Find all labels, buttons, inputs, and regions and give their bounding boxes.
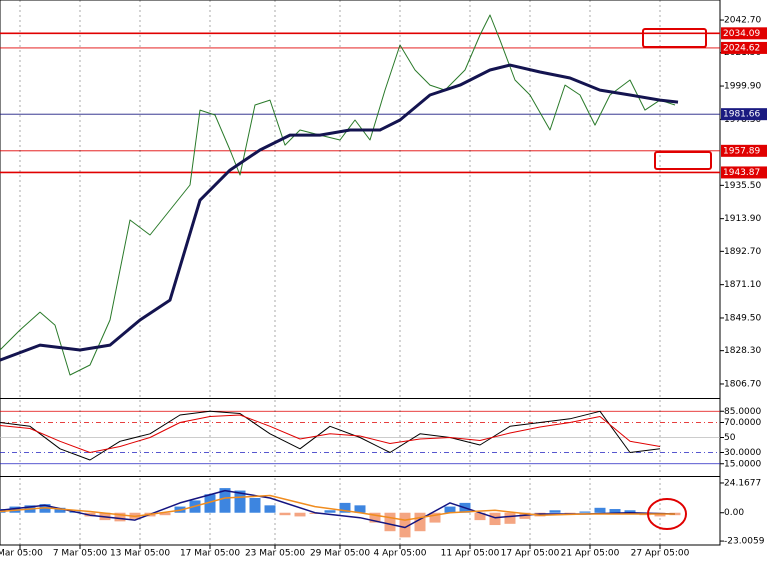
histogram-bar [384, 512, 396, 532]
histogram-bar [474, 512, 486, 521]
series-line [0, 410, 661, 461]
histogram-bar [114, 512, 126, 522]
price-label-bg [721, 166, 767, 179]
histogram-bar [504, 512, 516, 524]
histogram-bar [54, 507, 66, 513]
x-tick-label: 21 Apr 05:00 [561, 549, 620, 559]
x-tick-label: 13 Mar 05:00 [110, 549, 170, 559]
x-tick-label: 27 Apr 05:00 [631, 549, 690, 559]
price-label: 1957.89 [723, 146, 760, 156]
histogram-bar [159, 512, 171, 516]
histogram-bar [594, 507, 606, 513]
y-tick-label: 15.0000 [724, 459, 761, 469]
y-tick-label: 70.0000 [724, 418, 761, 428]
histogram-bar [339, 502, 351, 513]
price-label: 2024.62 [723, 43, 760, 53]
price-label: 1943.87 [723, 168, 760, 178]
price-label-bg [721, 41, 767, 54]
histogram-bar [624, 510, 636, 513]
histogram-bar [294, 512, 306, 517]
y-tick-label: 2042.70 [724, 16, 761, 26]
x-tick-label: 29 Mar 05:00 [310, 549, 370, 559]
histogram-bar [489, 512, 501, 526]
y-tick-label: 85.0000 [724, 407, 761, 417]
histogram-bar [399, 512, 411, 538]
x-tick-label: 17 Mar 05:00 [180, 549, 240, 559]
y-tick-label: 1892.70 [724, 247, 761, 257]
y-tick-label: -23.0059 [724, 537, 765, 547]
histogram-bar [414, 512, 426, 532]
y-tick-label: 1913.90 [724, 214, 761, 224]
x-tick-label: 17 Apr 05:00 [501, 549, 560, 559]
histogram-bar [549, 510, 561, 513]
histogram-bar [279, 512, 291, 516]
histogram-bar [369, 512, 381, 523]
series-line [0, 494, 675, 521]
y-tick-label: 1935.50 [724, 181, 761, 191]
y-tick-label: 1849.50 [724, 313, 761, 323]
x-tick-label: 4 Apr 05:00 [374, 549, 427, 559]
y-tick-label: 1806.70 [724, 379, 761, 389]
series-line [0, 63, 679, 362]
histogram-bar [444, 506, 456, 513]
histogram-bar [429, 512, 441, 523]
y-tick-label: 24.1677 [724, 478, 761, 488]
annotation-circle [647, 498, 687, 530]
y-tick-label: 30.0000 [724, 448, 761, 458]
annotation-box [642, 28, 707, 48]
series-line [0, 414, 661, 453]
y-tick-label: 1871.10 [724, 280, 761, 290]
histogram-bar [219, 488, 231, 513]
y-tick-label: 1999.90 [724, 82, 761, 92]
histogram-bar [204, 494, 216, 513]
plot-frame [0, 0, 721, 546]
y-tick-label: 50 [724, 433, 736, 443]
price-label: 1981.66 [723, 110, 760, 120]
x-tick-label: Mar 05:00 [0, 549, 43, 559]
series-line [0, 14, 676, 376]
price-label-bg [721, 108, 767, 121]
price-label: 2034.09 [723, 29, 760, 39]
x-tick-label: 7 Mar 05:00 [53, 549, 108, 559]
histogram-bar [579, 511, 591, 513]
y-tick-label: 1828.30 [724, 346, 761, 356]
histogram-bar [354, 505, 366, 513]
price-label-bg [721, 144, 767, 157]
price-label-bg [721, 27, 767, 40]
annotation-box [654, 151, 712, 170]
y-tick-label: 0.00 [724, 508, 744, 518]
x-tick-label: 11 Apr 05:00 [441, 549, 500, 559]
histogram-bar [324, 510, 336, 513]
x-tick-label: 23 Mar 05:00 [245, 549, 305, 559]
histogram-bar [609, 509, 621, 513]
histogram-bar [234, 490, 246, 513]
histogram-bar [249, 497, 261, 513]
histogram-bar [264, 505, 276, 513]
